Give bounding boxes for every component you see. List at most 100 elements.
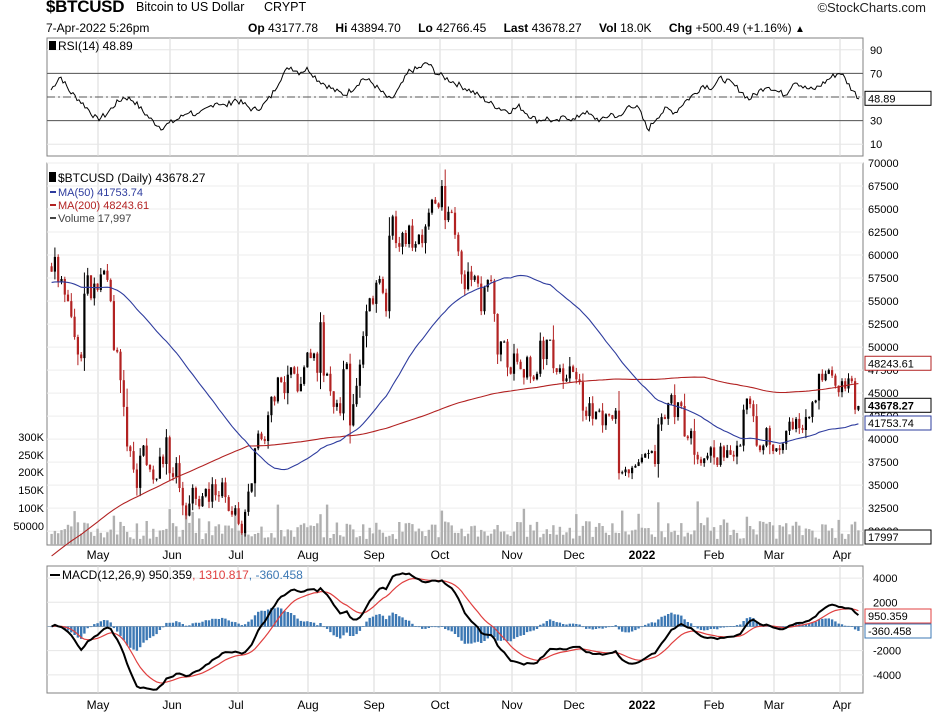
price-candle-body <box>332 391 335 407</box>
ma50-callout-text: 41753.74 <box>868 418 914 430</box>
volume-bar <box>394 538 398 545</box>
price-tick-label: 70000 <box>868 158 899 170</box>
brand-logo[interactable]: ©StockCharts.com <box>817 0 926 15</box>
macd-histogram-bar <box>850 626 853 627</box>
volume-bar <box>588 521 591 545</box>
price-candle-body <box>722 446 725 458</box>
macd-histogram-bar <box>142 626 145 643</box>
volume-bar <box>316 523 319 545</box>
price-candle-body <box>103 270 106 275</box>
macd-histogram-bar <box>365 621 368 627</box>
price-candle-body <box>555 368 558 372</box>
macd-histogram-bar <box>378 614 381 627</box>
volume-bar <box>768 522 771 545</box>
volume-bar <box>352 529 355 545</box>
macd-x-label: Feb <box>704 698 725 712</box>
price-candle-body <box>201 496 204 507</box>
macd-histogram-bar <box>86 626 89 629</box>
macd-histogram-bar <box>752 618 755 627</box>
volume-bar <box>476 536 480 545</box>
macd-histogram-bar <box>827 618 830 627</box>
volume-bar <box>706 517 709 545</box>
macd-histogram-bar <box>417 626 421 628</box>
price-tick-label: 40000 <box>868 434 899 446</box>
volume-bar <box>716 538 719 545</box>
price-candle-body <box>326 373 329 376</box>
volume-bar <box>771 525 775 545</box>
price-candle-body <box>309 352 312 359</box>
macd-histogram-bar <box>607 626 611 628</box>
volume-bar <box>562 534 565 545</box>
macd-histogram-bar <box>204 620 207 627</box>
macd-histogram-bar <box>712 626 716 629</box>
volume-bar <box>430 524 434 545</box>
price-candle-body <box>273 396 276 402</box>
macd-x-label: Nov <box>501 698 522 712</box>
volume-bar <box>204 533 207 545</box>
price-candle-body <box>60 279 63 282</box>
price-candle-body <box>221 482 224 497</box>
macd-histogram-bar <box>450 626 453 632</box>
volume-bar <box>545 529 548 545</box>
price-candle-body <box>437 203 440 208</box>
volume-bar <box>667 523 670 545</box>
macd-histogram-bar <box>309 622 312 627</box>
volume-bar <box>135 523 139 545</box>
macd-legend-part: , -360.458 <box>249 568 303 582</box>
ohlc-readout: Op 43177.78 Hi 43894.70 Lo 42766.45 Last… <box>248 21 805 35</box>
macd-histogram-bar <box>434 626 437 628</box>
macd-histogram-bar <box>696 626 699 629</box>
volume-bar <box>309 525 312 545</box>
macd-histogram-bar <box>667 614 670 627</box>
volume-bar <box>286 529 289 545</box>
price-candle-body <box>280 377 283 383</box>
price-candle-body <box>785 430 788 444</box>
price-candle-body <box>139 455 142 488</box>
macd-histogram-bar <box>237 623 240 627</box>
price-candle-body <box>804 417 807 430</box>
price-candle-body <box>237 508 240 524</box>
price-candle-body <box>817 373 821 401</box>
volume-bar <box>801 535 804 545</box>
volume-bar <box>273 537 276 545</box>
volume-bar <box>794 521 798 545</box>
macd-histogram-bar <box>808 623 811 627</box>
volume-bar <box>762 521 765 545</box>
macd-histogram-bar <box>689 623 693 627</box>
macd-histogram-bar <box>401 617 404 627</box>
price-candle-body <box>522 369 525 378</box>
macd-histogram-bar <box>384 619 388 627</box>
macd-histogram-bar <box>388 615 391 627</box>
volume-bar <box>683 536 686 545</box>
price-candle-body <box>250 483 253 492</box>
price-candle-body <box>303 367 306 384</box>
macd-panel[interactable]: 4000 2000 -2000 -4000 950.359 -360.458 MACD(12… <box>46 565 932 712</box>
price-candle-body <box>503 341 506 343</box>
price-candle-body <box>162 456 165 464</box>
volume-tick-label: 50000 <box>13 521 44 533</box>
volume-bar <box>775 538 778 545</box>
volume-bar <box>699 523 703 545</box>
volume-bar <box>270 533 273 545</box>
price-candle-body <box>217 495 220 497</box>
volume-bar <box>732 529 735 545</box>
macd-histogram-bar <box>139 626 142 648</box>
ma50-line <box>51 274 859 471</box>
macd-histogram-bar <box>542 623 545 627</box>
high-label: Hi <box>335 21 348 35</box>
volume-bar <box>552 525 555 545</box>
price-legend-item: MA(200) 48243.61 <box>58 200 149 212</box>
last-price-callout-box <box>864 397 932 413</box>
macd-tick-label: -4000 <box>873 670 901 682</box>
volume-bar <box>558 526 562 545</box>
volume-bar <box>198 518 201 545</box>
macd-histogram-bar <box>670 612 673 627</box>
volume-bar <box>175 526 178 545</box>
macd-histogram-bar <box>112 626 116 629</box>
price-candle-body <box>53 256 56 272</box>
price-candle-body <box>96 283 99 290</box>
volume-bar <box>63 529 66 545</box>
price-panel[interactable]: 70000 67500 65000 62500 60000 57500 55000 52500… <box>13 158 932 562</box>
